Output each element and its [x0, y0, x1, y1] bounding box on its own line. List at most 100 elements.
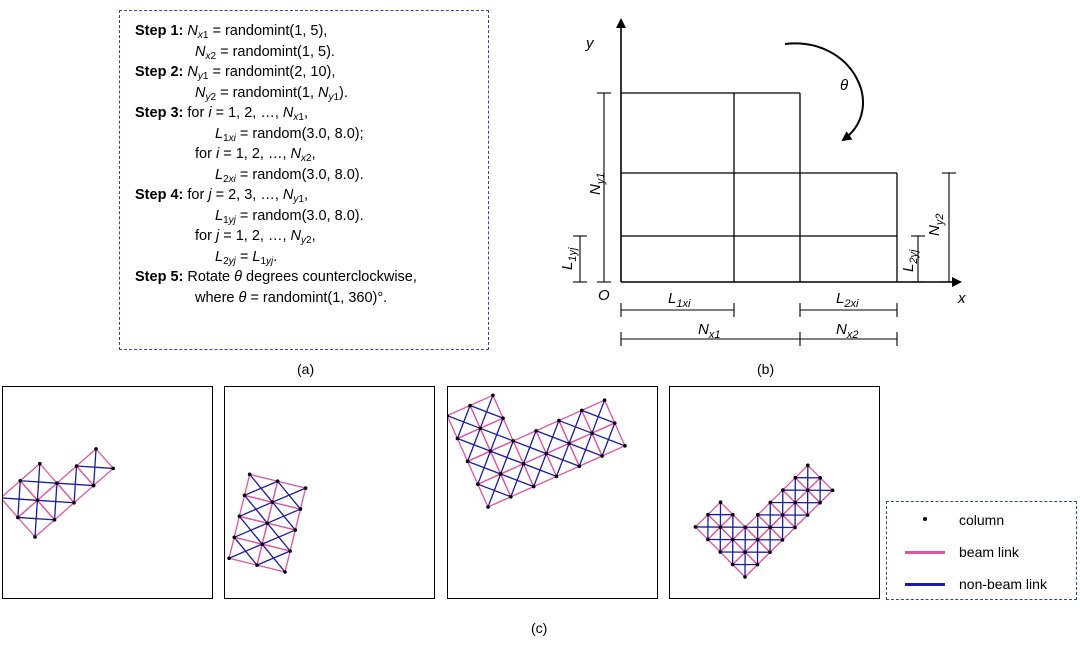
link-line-icon	[905, 551, 945, 554]
beam-link	[490, 440, 514, 452]
beam-link	[39, 463, 58, 484]
column-node	[488, 449, 493, 453]
beam-link	[807, 464, 821, 479]
beam-link	[228, 537, 235, 559]
beam-link	[769, 489, 784, 503]
column-node	[755, 537, 760, 542]
beam-link	[757, 502, 771, 516]
beam-links	[228, 473, 307, 573]
beam-link	[56, 482, 75, 504]
beam-link	[591, 432, 603, 457]
beam-link	[239, 515, 268, 524]
non-beam-link	[17, 516, 55, 521]
algorithm-line: L1xi = random(3.0, 8.0);	[215, 125, 364, 144]
algorithm-line: Step 3: for i = 1, 2, …, Nx1,	[135, 105, 308, 123]
column-node	[260, 542, 264, 546]
beam-link	[479, 417, 504, 429]
non-beam-link	[591, 432, 626, 447]
beam-link	[545, 453, 558, 477]
legend-label: beam link	[959, 544, 1019, 560]
column-node	[781, 488, 785, 492]
column-node	[111, 466, 115, 471]
column-node	[298, 507, 303, 511]
beam-link	[95, 448, 114, 469]
column-node	[55, 481, 59, 485]
non-beam-link	[477, 483, 512, 498]
column-node	[227, 556, 231, 561]
beam-link	[707, 514, 721, 528]
column-node	[544, 451, 549, 456]
beam-link	[448, 415, 459, 439]
beam-link	[782, 489, 796, 504]
column-node	[72, 500, 76, 505]
column-node	[35, 498, 40, 503]
column-node	[805, 513, 810, 517]
column-node	[793, 500, 797, 505]
non-beam-link	[228, 543, 263, 559]
beam-link	[695, 514, 709, 528]
beam-link	[469, 405, 481, 429]
beam-link	[769, 514, 784, 528]
beam-link	[479, 428, 492, 452]
beam-link	[3, 480, 21, 497]
sample-graph-1-svg	[3, 447, 115, 539]
legend-item-column: column	[887, 510, 1076, 530]
column-node	[600, 454, 604, 458]
column-node	[465, 459, 470, 464]
column-node	[743, 575, 747, 579]
beam-link	[469, 394, 494, 407]
beam-link	[707, 526, 721, 540]
non-beam-links	[448, 395, 626, 508]
column-node	[534, 428, 538, 433]
beam-link	[19, 480, 38, 501]
beam-link	[500, 473, 512, 498]
non-beam-links	[3, 448, 114, 538]
step-label: Step 2:	[135, 64, 184, 80]
column-node	[567, 441, 571, 446]
column-node	[830, 488, 835, 493]
column-node	[521, 461, 526, 466]
non-beam-link	[267, 508, 301, 524]
beam-link	[744, 551, 758, 566]
rotation-arrow	[784, 42, 864, 142]
beam-link	[510, 486, 534, 498]
column-node	[602, 398, 607, 402]
beam-link	[271, 481, 279, 503]
beam-link	[769, 539, 783, 553]
beam-link	[533, 475, 557, 488]
column-node	[579, 408, 584, 413]
column-node	[94, 447, 98, 451]
step-label: Step 4:	[135, 187, 184, 203]
sample-graph-4	[669, 386, 880, 599]
non-beam-link	[239, 501, 273, 517]
beam-link	[757, 514, 771, 528]
beam-link	[782, 502, 796, 516]
beam-link	[782, 527, 796, 541]
column-node	[793, 525, 797, 530]
dimension-lines	[573, 92, 956, 346]
column-node	[693, 525, 698, 529]
l2yj-label: L2yj	[900, 249, 920, 272]
non-beam-link	[76, 465, 114, 470]
column-node	[590, 431, 594, 436]
algorithm-line: L1yj = random(3.0, 8.0).	[215, 207, 364, 226]
beam-link	[36, 499, 56, 521]
beam-link	[819, 489, 834, 504]
beam-link	[76, 465, 95, 486]
legend: column beam link non-beam link	[886, 501, 1077, 600]
column-node	[818, 500, 822, 505]
non-beam-link	[3, 497, 38, 501]
beam-link	[243, 474, 251, 496]
beam-link	[601, 445, 626, 457]
non-beam-link	[37, 499, 75, 504]
column-node	[247, 472, 252, 477]
algorithm-line: where θ = randomint(1, 360)°.	[195, 289, 388, 306]
column-node	[531, 484, 536, 489]
beam-link	[54, 502, 75, 521]
non-beam-link	[581, 409, 616, 424]
beam-links	[3, 448, 114, 538]
column-node	[793, 475, 798, 480]
column-node	[780, 538, 785, 542]
legend-item-non-beam-link: non-beam link	[887, 574, 1076, 594]
column-node	[498, 472, 503, 476]
